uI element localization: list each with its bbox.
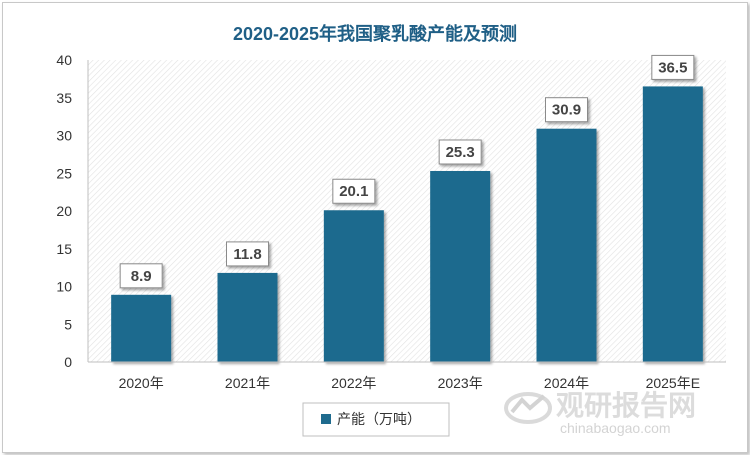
y-tick-label: 30 xyxy=(56,128,72,144)
watermark: 观研报告网 chinabaogao.com xyxy=(504,390,696,436)
value-label-box-3 xyxy=(438,139,482,165)
x-tick-label-0: 2020年 xyxy=(119,375,164,391)
plot-area-background xyxy=(88,60,726,362)
y-tick-label: 40 xyxy=(56,52,72,68)
y-tick-label: 0 xyxy=(64,354,72,370)
y-axis: 0 5 10 15 20 25 30 35 40 xyxy=(56,52,89,370)
value-label-box-5 xyxy=(651,54,695,80)
bar-4 xyxy=(536,128,597,362)
value-label-5: 36.5 xyxy=(658,59,687,76)
x-tick-label-2: 2022年 xyxy=(331,375,376,391)
y-tick-label: 35 xyxy=(56,90,72,106)
value-label-box-1 xyxy=(226,241,269,267)
x-tick-label-1: 2021年 xyxy=(225,375,270,391)
bar-3 xyxy=(430,170,491,362)
y-tick-label: 5 xyxy=(64,316,72,332)
value-label-1: 11.8 xyxy=(233,246,261,263)
value-label-box-2 xyxy=(332,178,376,204)
legend-label: 产能（万吨） xyxy=(337,411,421,427)
value-label-box-4 xyxy=(545,97,588,123)
bar-2 xyxy=(323,210,384,362)
y-tick-label: 20 xyxy=(56,203,72,219)
x-tick-label-5: 2025年E xyxy=(646,375,700,391)
value-label-3: 25.3 xyxy=(446,144,475,161)
legend: 产能（万吨） xyxy=(302,402,450,437)
watermark-url: chinabaogao.com xyxy=(560,420,671,436)
x-axis: 2020年 2021年 2022年 2023年 2024年 2025年E xyxy=(88,361,726,391)
bars-group xyxy=(111,86,703,363)
value-label-box-0 xyxy=(119,263,163,289)
watermark-logo-icon xyxy=(504,392,552,424)
bar-0 xyxy=(111,294,172,362)
value-labels-group: 8.9 11.8 20.1 25.3 30.9 36.5 xyxy=(119,54,695,289)
y-tick-label: 25 xyxy=(56,165,72,181)
y-tick-label: 15 xyxy=(56,241,72,257)
y-tick-label: 10 xyxy=(56,279,72,295)
value-label-0: 8.9 xyxy=(131,268,152,285)
legend-swatch xyxy=(321,414,331,424)
chart-title: 2020-2025年我国聚乳酸产能及预测 xyxy=(233,23,517,44)
watermark-text: 观研报告网 xyxy=(556,390,696,421)
bar-1 xyxy=(217,272,278,362)
value-label-4: 30.9 xyxy=(552,102,581,119)
x-tick-label-4: 2024年 xyxy=(544,375,589,391)
value-label-2: 20.1 xyxy=(339,183,368,200)
x-tick-label-3: 2023年 xyxy=(438,375,483,391)
bar-5 xyxy=(642,86,703,363)
